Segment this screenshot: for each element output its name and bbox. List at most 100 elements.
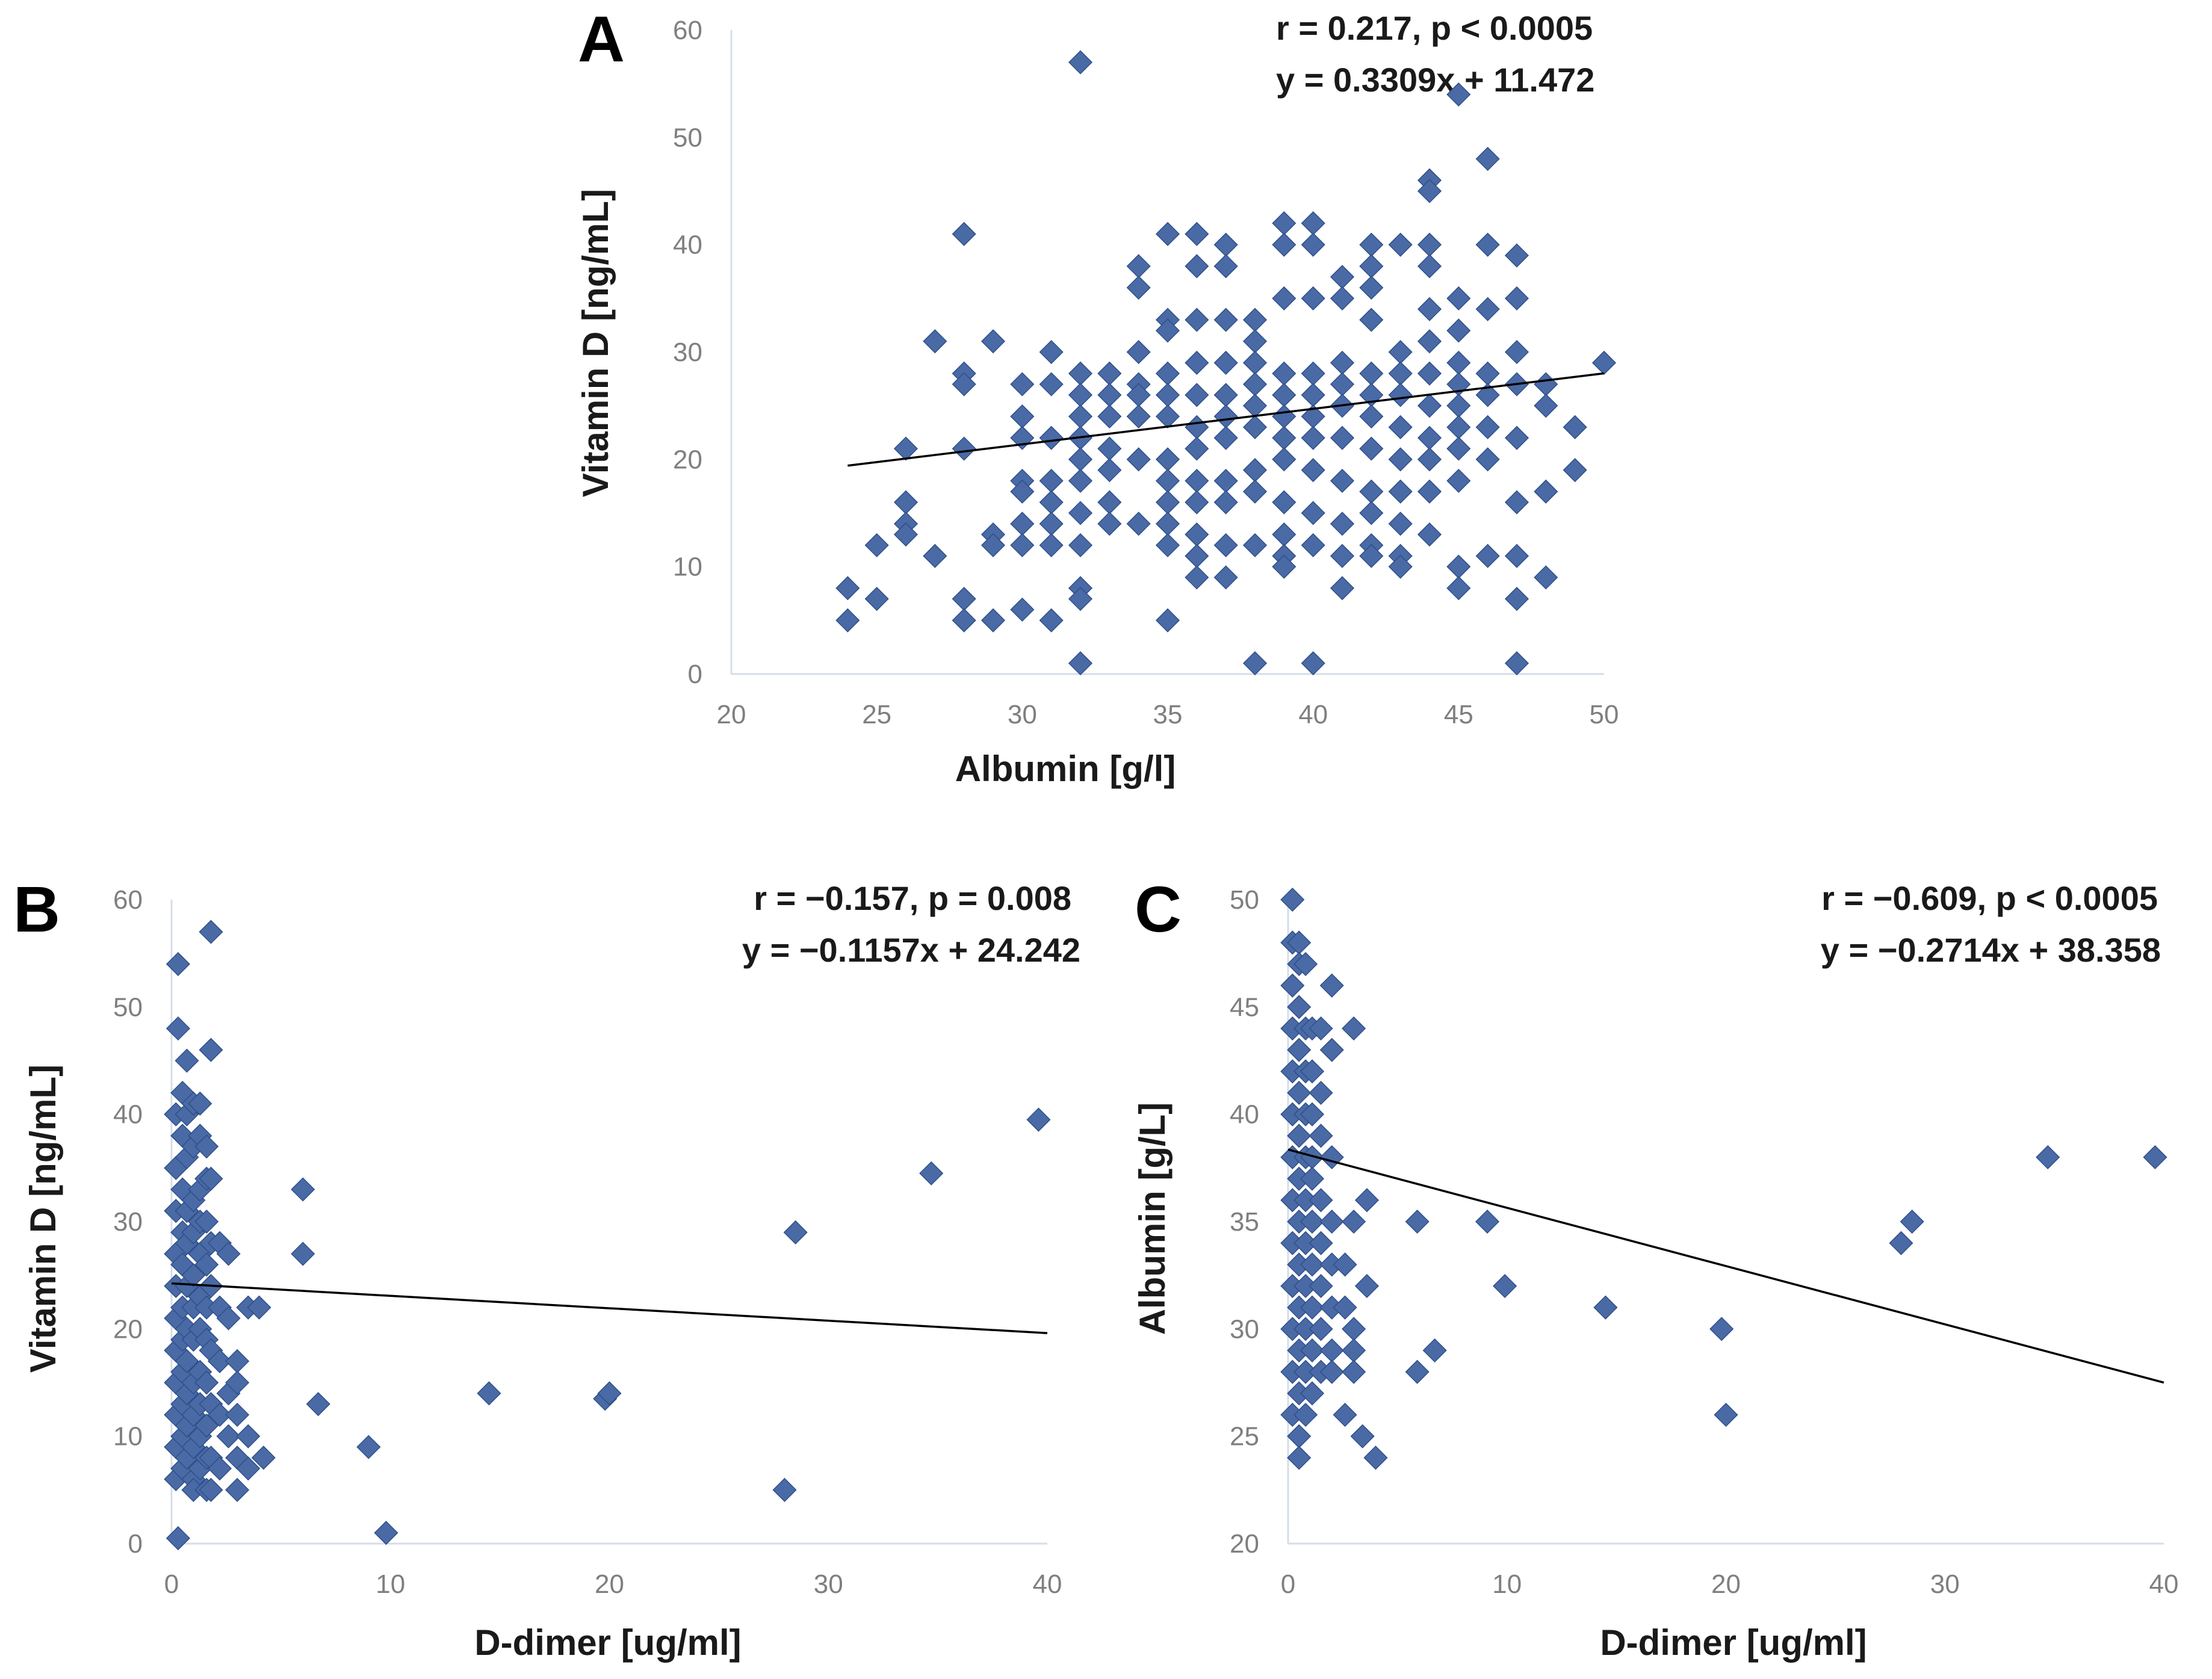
panel-a-x-tick-label: 45	[1444, 700, 1473, 729]
panel-a-data-point	[1039, 512, 1064, 536]
panel-a-data-point	[1504, 490, 1529, 515]
panel-b-data-point	[207, 1349, 232, 1373]
panel-a-data-point	[1475, 415, 1500, 439]
panel-a-data-point	[981, 608, 1006, 632]
panel-b-y-tick-label: 0	[128, 1529, 143, 1559]
panel-b-data-point	[194, 1370, 219, 1395]
panel-a-data-point	[1330, 576, 1355, 601]
panel-a-data-point	[835, 576, 860, 601]
panel-c-x-tick-label: 0	[1281, 1569, 1295, 1599]
panel-c-plot-area: 20 25 30 35 40 45 50 0 10 20 30 40	[1230, 885, 2178, 1599]
panel-a-data-point	[1591, 350, 1617, 375]
panel-a-data-point	[1242, 458, 1268, 483]
panel-c-y-tick-label: 35	[1230, 1207, 1259, 1237]
panel-c-data-point	[1709, 1317, 1734, 1341]
panel-c-data-point	[1350, 1424, 1375, 1449]
panel-b-data-point	[225, 1349, 250, 1373]
panel-a-data-point	[1504, 286, 1529, 311]
panel-a-data-point	[1330, 468, 1355, 493]
panel-a-data-point	[1388, 479, 1413, 504]
panel-a-x-axis-title: Albumin [g/l]	[955, 749, 1176, 789]
panel-a-data-point	[1126, 404, 1151, 429]
panel-a-data-point	[1330, 512, 1355, 536]
panel-a-data-point	[1155, 512, 1180, 536]
panel-a-data-point	[1446, 350, 1471, 375]
panel-c-data-point	[1319, 973, 1344, 998]
panel-b-data-point	[225, 1402, 250, 1427]
panel-a-data-point	[1097, 490, 1122, 515]
panel-a-data-point	[1213, 565, 1238, 590]
panel-b-y-tick-label: 20	[113, 1314, 143, 1344]
panel-a-data-point	[1359, 308, 1384, 332]
panel-a-data-point	[1330, 286, 1355, 311]
panel-c-data-point	[1300, 1102, 1325, 1127]
panel-a-data-point	[1504, 339, 1529, 365]
panel-a-data-point	[1213, 490, 1238, 515]
panel-a-data-point	[952, 221, 976, 246]
panel-a-data-point	[864, 587, 889, 611]
panel-b-y-tick-label: 60	[113, 885, 143, 915]
panel-a-data-point	[1272, 361, 1297, 386]
panel-c-data-point	[1319, 1359, 1344, 1384]
panel-a-data-point	[1417, 254, 1442, 279]
panel-a-data-point	[1039, 490, 1064, 515]
panel-c-data-point	[1287, 1080, 1312, 1105]
panel-a-data-point	[1126, 447, 1151, 472]
panel-b-data-point	[291, 1177, 315, 1202]
panel-a-data-point	[1039, 468, 1064, 493]
panel-a-data-point	[1068, 447, 1093, 472]
panel-a-data-point	[1272, 425, 1297, 450]
panel-a-data-point	[1068, 50, 1093, 75]
panel-a-data-point	[923, 329, 947, 354]
panel-b-y-tick-label: 50	[113, 992, 143, 1022]
panel-a-data-point	[1097, 436, 1122, 461]
panel-a-data-point	[1242, 372, 1268, 397]
panel-c-data-point	[1593, 1295, 1618, 1320]
panel-b-data-point	[207, 1402, 232, 1427]
panel-a-data-point	[1010, 479, 1035, 504]
panel-c-data-point	[1287, 1424, 1312, 1449]
panel-a-data-point	[893, 436, 919, 461]
panel-a-x-tick-label: 30	[1008, 700, 1037, 729]
panel-a-data-point	[1417, 522, 1442, 547]
panel-c-data-point	[1342, 1359, 1366, 1384]
panel-c-data-point	[1287, 1446, 1312, 1470]
panel-b-data-point	[225, 1477, 250, 1502]
panel-c-y-tick-label: 50	[1230, 885, 1259, 915]
panel-c-data-point	[1422, 1338, 1447, 1363]
panel-a-y-tick-label: 10	[673, 552, 702, 582]
panel-a-data-point	[1185, 254, 1209, 279]
panel-a-data-point	[1388, 361, 1413, 386]
panel-c-data-point	[1333, 1252, 1357, 1277]
panel-a-data-point	[1446, 436, 1471, 461]
panel-a-data-point	[864, 533, 889, 558]
panel-c-data-point	[1287, 1124, 1312, 1148]
panel-b-data-point	[194, 1413, 219, 1438]
panel-a-data-point	[1010, 512, 1035, 536]
panel-a-data-point	[1272, 383, 1297, 407]
panel-c-data-point	[1342, 1016, 1366, 1041]
panel-a-data-point	[1417, 447, 1442, 472]
panel-a-data-point	[1417, 329, 1442, 354]
panel-a-data-point	[1126, 512, 1151, 536]
panel-a-data-point	[1504, 425, 1529, 450]
panel-a-plot-area: 0 10 20 30 40 50 60 20 25 30 35 40 45 50	[673, 16, 1619, 729]
panel-a-data-point	[1301, 533, 1325, 558]
panel-c-data-point	[1309, 1317, 1333, 1341]
panel-c-data-point	[1300, 1295, 1325, 1320]
panel-c-x-axis-title: D-dimer [ug/ml]	[1600, 1622, 1867, 1663]
panel-a-data-point	[1417, 425, 1442, 450]
panel-a-data-point	[1301, 383, 1325, 407]
panel-a-data-point	[1185, 415, 1209, 439]
panel-a-data-point	[1563, 458, 1587, 483]
panel-c-data-point	[1309, 1231, 1333, 1255]
panel-a-data-point	[1504, 243, 1529, 268]
panel-a-data-point	[1039, 425, 1064, 450]
panel-a-data-point	[1388, 339, 1413, 365]
panel-a-data-point	[1446, 576, 1471, 601]
panel-a-data-point	[1039, 372, 1064, 397]
panel-a-data-point	[1475, 447, 1500, 472]
panel-a-data-point	[1242, 350, 1268, 375]
panel-a-data-point	[1213, 468, 1238, 493]
panel-b-x-tick-label: 20	[595, 1569, 624, 1599]
